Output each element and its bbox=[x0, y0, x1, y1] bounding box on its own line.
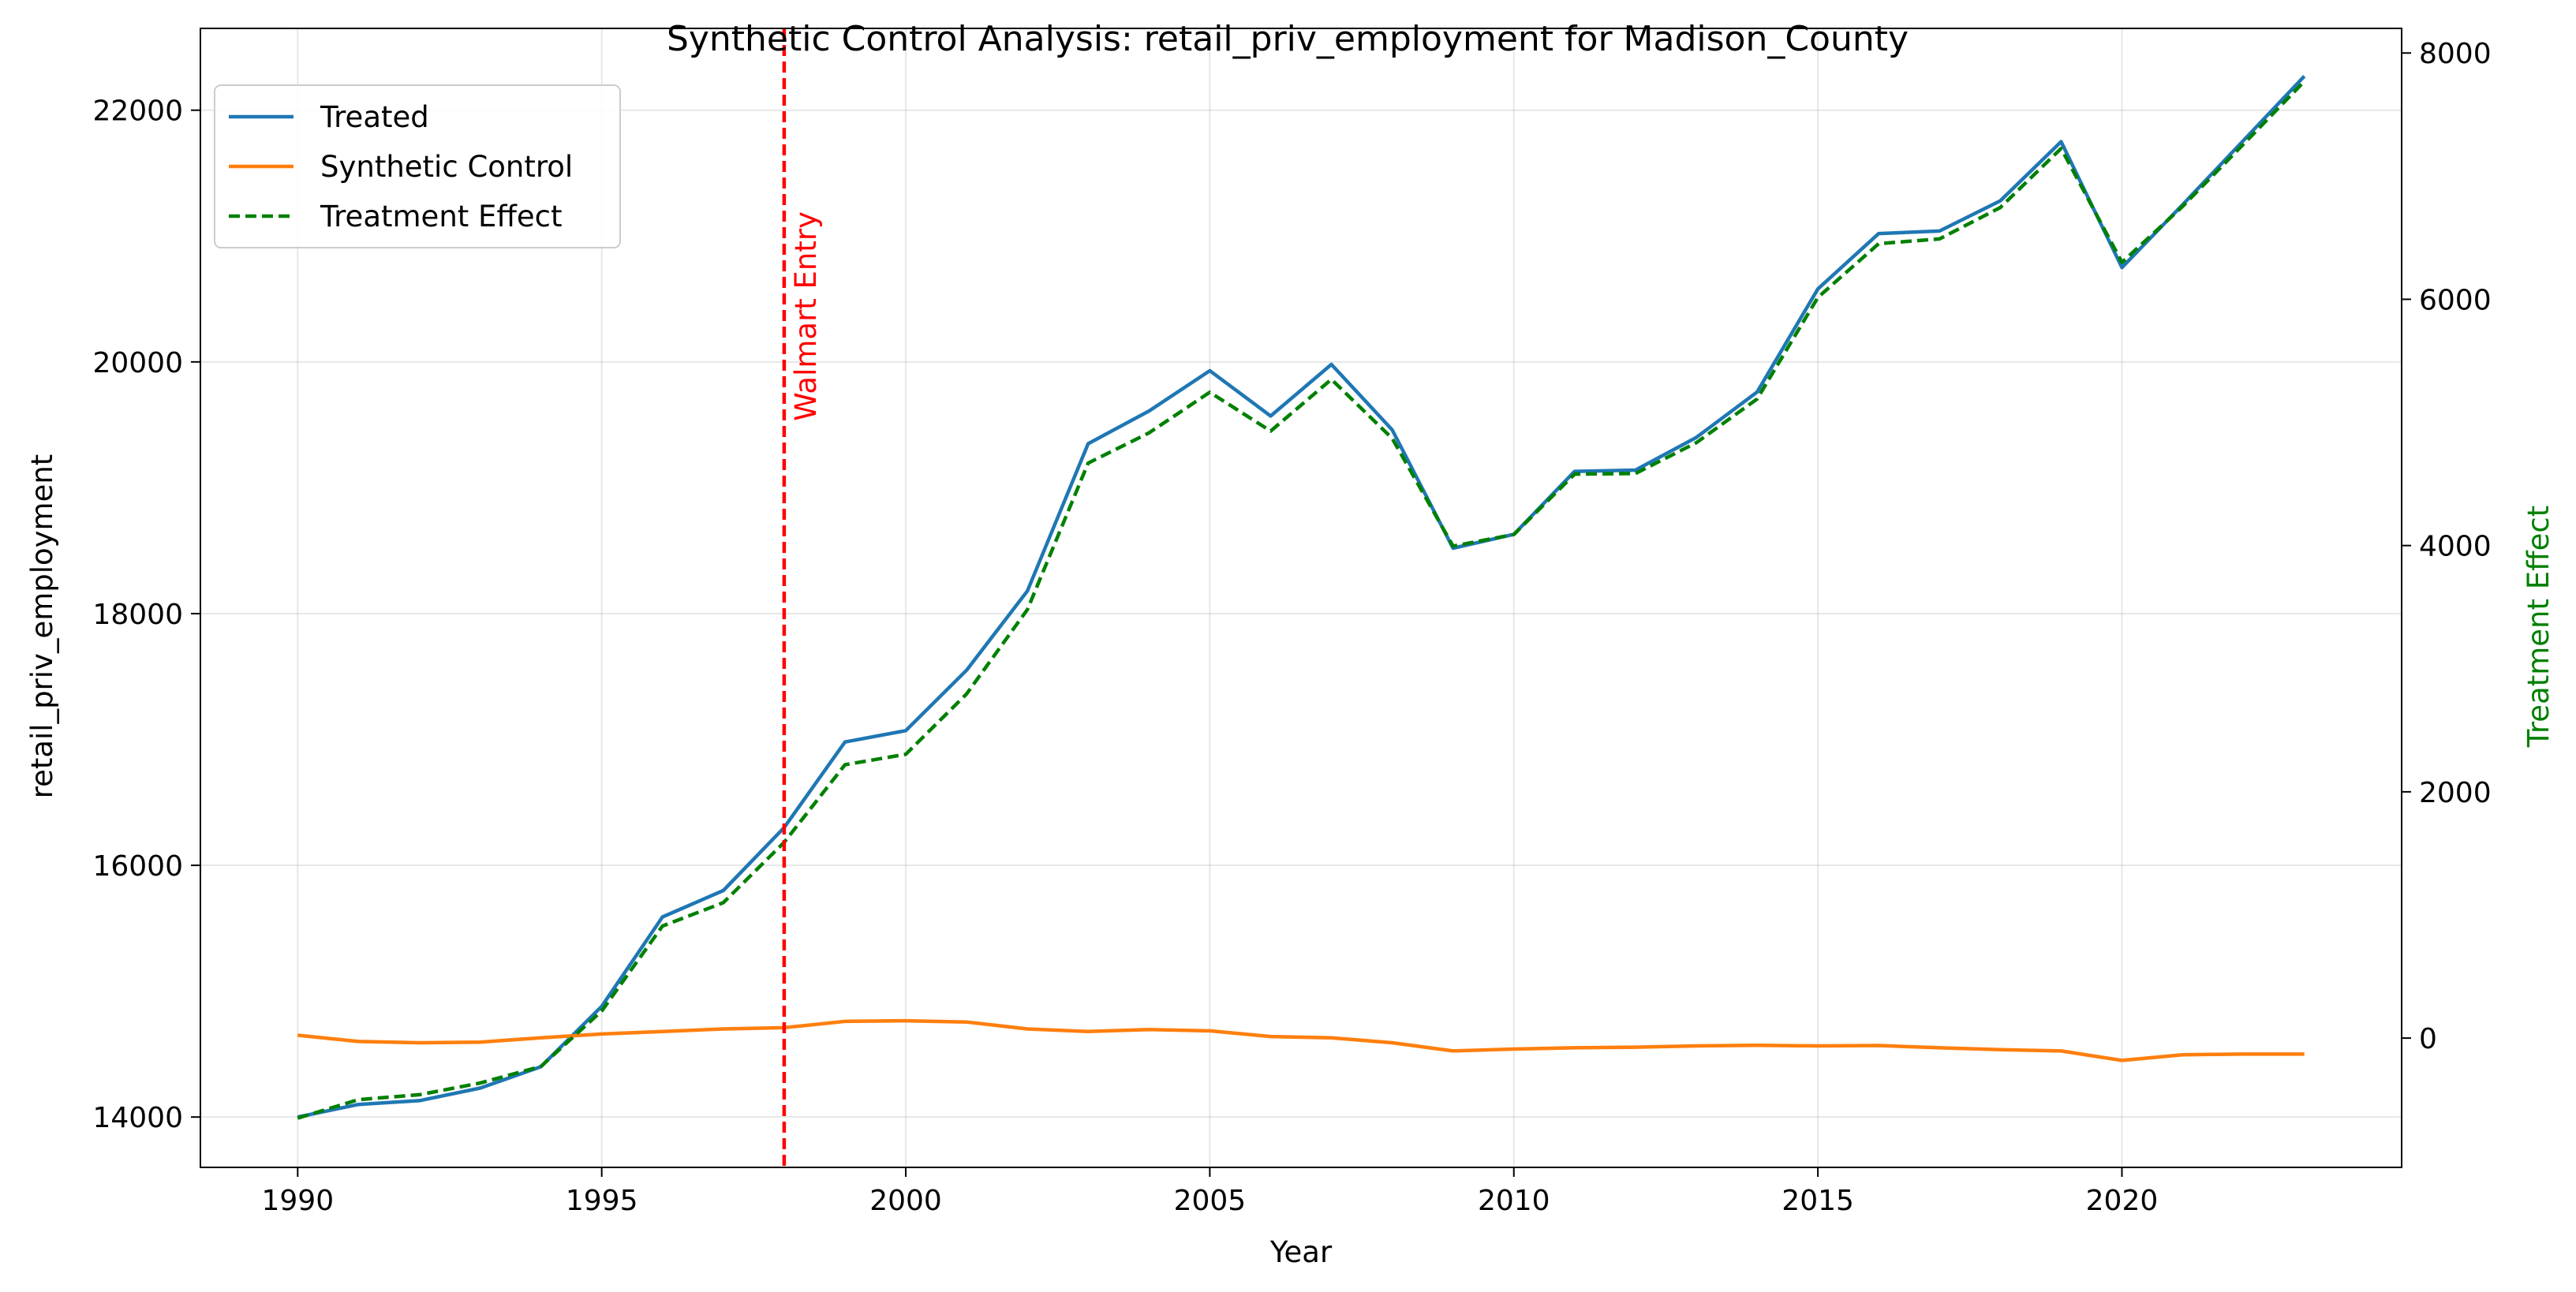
x-tick-label: 2015 bbox=[1782, 1185, 1854, 1217]
walmart-entry-label: Walmart Entry bbox=[789, 211, 823, 421]
x-tick-label: 2000 bbox=[869, 1185, 942, 1217]
y-tick-label: 18000 bbox=[92, 599, 183, 631]
legend-label-treatment-effect: Treatment Effect bbox=[320, 200, 563, 233]
y-tick-label: 22000 bbox=[92, 95, 183, 128]
y-axis-ticks: 14000 16000 18000 20000 22000 bbox=[92, 95, 200, 1134]
x-tick-label: 1995 bbox=[566, 1185, 638, 1217]
plot-area-frame bbox=[200, 28, 2402, 1168]
y2-axis-title: Treatment Effect bbox=[2522, 506, 2555, 749]
legend-box bbox=[214, 84, 621, 248]
chart-title: Synthetic Control Analysis: retail_priv_… bbox=[667, 19, 1909, 59]
y2-tick-label: 8000 bbox=[2419, 38, 2492, 70]
x-axis-ticks: 1990 1995 2000 2005 2010 2015 2020 bbox=[262, 1167, 2159, 1217]
y-axis-title: retail_priv_employment bbox=[25, 454, 59, 799]
grid bbox=[200, 28, 2402, 1167]
y-tick-label: 16000 bbox=[92, 850, 183, 883]
x-tick-label: 2020 bbox=[2086, 1185, 2159, 1217]
legend-label-synthetic-control: Synthetic Control bbox=[320, 150, 573, 184]
series-lines bbox=[297, 75, 2306, 1120]
annotations: Walmart Entry bbox=[782, 28, 823, 1167]
legend-label-treated: Treated bbox=[320, 100, 429, 134]
series-line-treated bbox=[297, 75, 2306, 1119]
y2-tick-label: 6000 bbox=[2419, 284, 2492, 316]
x-tick-label: 1990 bbox=[262, 1185, 335, 1217]
x-tick-label: 2005 bbox=[1174, 1185, 1247, 1217]
x-tick-label: 2010 bbox=[1478, 1185, 1550, 1217]
y2-tick-label: 4000 bbox=[2419, 531, 2492, 563]
y-tick-label: 14000 bbox=[92, 1102, 183, 1134]
y-tick-label: 20000 bbox=[92, 347, 183, 379]
x-axis-title: Year bbox=[1269, 1235, 1333, 1269]
series-line-treatment-effect bbox=[297, 80, 2306, 1120]
legend: Treated Synthetic Control Treatment Effe… bbox=[214, 84, 621, 248]
y2-axis-ticks: 0 2000 4000 6000 8000 bbox=[2402, 38, 2492, 1055]
series-line-synthetic-control bbox=[297, 1018, 2305, 1062]
y2-tick-label: 0 bbox=[2419, 1023, 2437, 1055]
y2-tick-label: 2000 bbox=[2419, 777, 2492, 809]
